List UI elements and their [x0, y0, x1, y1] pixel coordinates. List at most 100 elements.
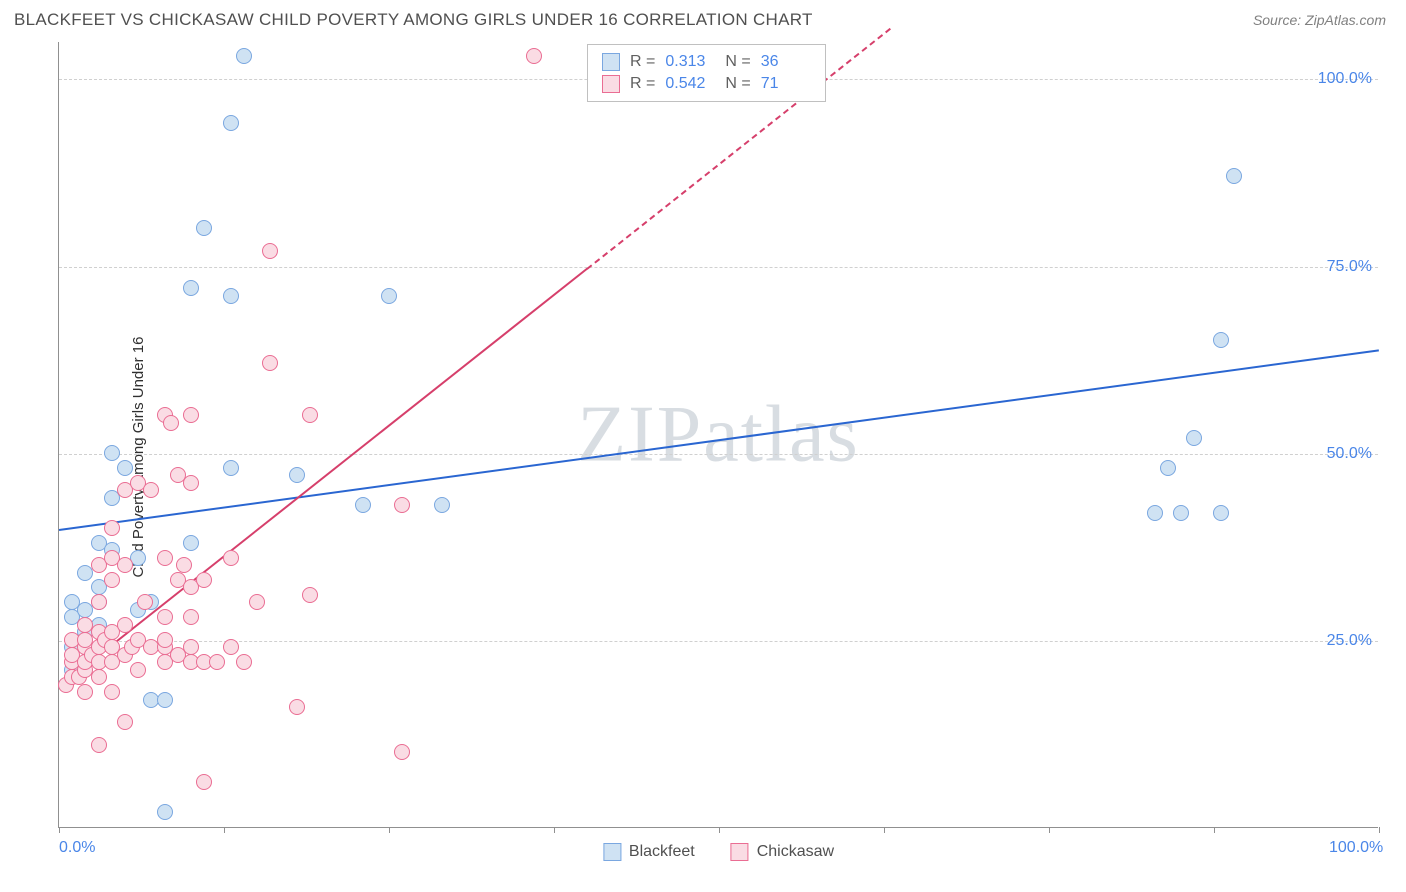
data-point [223, 460, 239, 476]
x-tick [1379, 827, 1380, 833]
data-point [176, 557, 192, 573]
legend-label: Blackfeet [629, 843, 695, 861]
chart-container: Child Poverty Among Girls Under 16 ZIPat… [38, 42, 1392, 872]
stat-r-value: 0.313 [665, 53, 715, 71]
data-point [302, 407, 318, 423]
data-point [104, 684, 120, 700]
data-point [77, 684, 93, 700]
data-point [183, 535, 199, 551]
data-point [104, 520, 120, 536]
data-point [196, 774, 212, 790]
data-point [289, 699, 305, 715]
y-tick-label: 100.0% [1318, 70, 1382, 88]
data-point [117, 714, 133, 730]
data-point [163, 415, 179, 431]
data-point [183, 475, 199, 491]
data-point [104, 445, 120, 461]
data-point [117, 557, 133, 573]
data-point [117, 460, 133, 476]
y-tick-label: 50.0% [1327, 445, 1382, 463]
stat-n-value: 71 [761, 75, 811, 93]
data-point [91, 594, 107, 610]
data-point [157, 804, 173, 820]
stat-n-label: N = [725, 75, 750, 93]
data-point [157, 632, 173, 648]
data-point [355, 497, 371, 513]
stat-swatch [602, 75, 620, 93]
data-point [209, 654, 225, 670]
data-point [302, 587, 318, 603]
x-tick [1049, 827, 1050, 833]
data-point [91, 737, 107, 753]
gridline [59, 641, 1378, 642]
data-point [91, 669, 107, 685]
gridline [59, 454, 1378, 455]
data-point [236, 48, 252, 64]
x-tick [719, 827, 720, 833]
data-point [236, 654, 252, 670]
gridline [59, 267, 1378, 268]
stat-n-value: 36 [761, 53, 811, 71]
data-point [289, 467, 305, 483]
stat-r-value: 0.542 [665, 75, 715, 93]
data-point [394, 497, 410, 513]
source-attribution: Source: ZipAtlas.com [1253, 12, 1386, 28]
data-point [183, 639, 199, 655]
data-point [1173, 505, 1189, 521]
data-point [262, 243, 278, 259]
data-point [130, 662, 146, 678]
data-point [157, 550, 173, 566]
data-point [104, 572, 120, 588]
data-point [434, 497, 450, 513]
y-tick-label: 75.0% [1327, 258, 1382, 276]
data-point [381, 288, 397, 304]
x-tick [1214, 827, 1215, 833]
chart-title: BLACKFEET VS CHICKASAW CHILD POVERTY AMO… [14, 10, 813, 30]
data-point [183, 407, 199, 423]
data-point [183, 280, 199, 296]
data-point [249, 594, 265, 610]
data-point [1147, 505, 1163, 521]
legend-swatch [603, 843, 621, 861]
data-point [196, 572, 212, 588]
x-tick [884, 827, 885, 833]
data-point [223, 639, 239, 655]
legend: Blackfeet Chickasaw [603, 843, 834, 861]
data-point [1186, 430, 1202, 446]
stat-r-label: R = [630, 75, 655, 93]
data-point [223, 550, 239, 566]
trend-line [59, 349, 1379, 531]
watermark: ZIPatlas [577, 389, 860, 480]
data-point [262, 355, 278, 371]
data-point [117, 617, 133, 633]
stat-n-label: N = [725, 53, 750, 71]
data-point [143, 482, 159, 498]
data-point [526, 48, 542, 64]
x-tick [224, 827, 225, 833]
data-point [1213, 332, 1229, 348]
x-tick-label: 0.0% [59, 839, 95, 857]
x-tick-label: 100.0% [1329, 839, 1383, 857]
x-tick [389, 827, 390, 833]
data-point [183, 609, 199, 625]
data-point [394, 744, 410, 760]
stat-swatch [602, 53, 620, 71]
data-point [223, 115, 239, 131]
legend-item: Blackfeet [603, 843, 695, 861]
stat-r-label: R = [630, 53, 655, 71]
data-point [1226, 168, 1242, 184]
legend-swatch [731, 843, 749, 861]
plot-area: ZIPatlas 25.0%50.0%75.0%100.0%0.0%100.0%… [58, 42, 1378, 828]
legend-label: Chickasaw [757, 843, 834, 861]
data-point [137, 594, 153, 610]
y-tick-label: 25.0% [1327, 632, 1382, 650]
data-point [1213, 505, 1229, 521]
correlation-stats-box: R = 0.313 N = 36 R = 0.542 N = 71 [587, 44, 826, 102]
x-tick [554, 827, 555, 833]
data-point [196, 220, 212, 236]
x-tick [59, 827, 60, 833]
data-point [1160, 460, 1176, 476]
data-point [157, 609, 173, 625]
data-point [157, 692, 173, 708]
data-point [223, 288, 239, 304]
